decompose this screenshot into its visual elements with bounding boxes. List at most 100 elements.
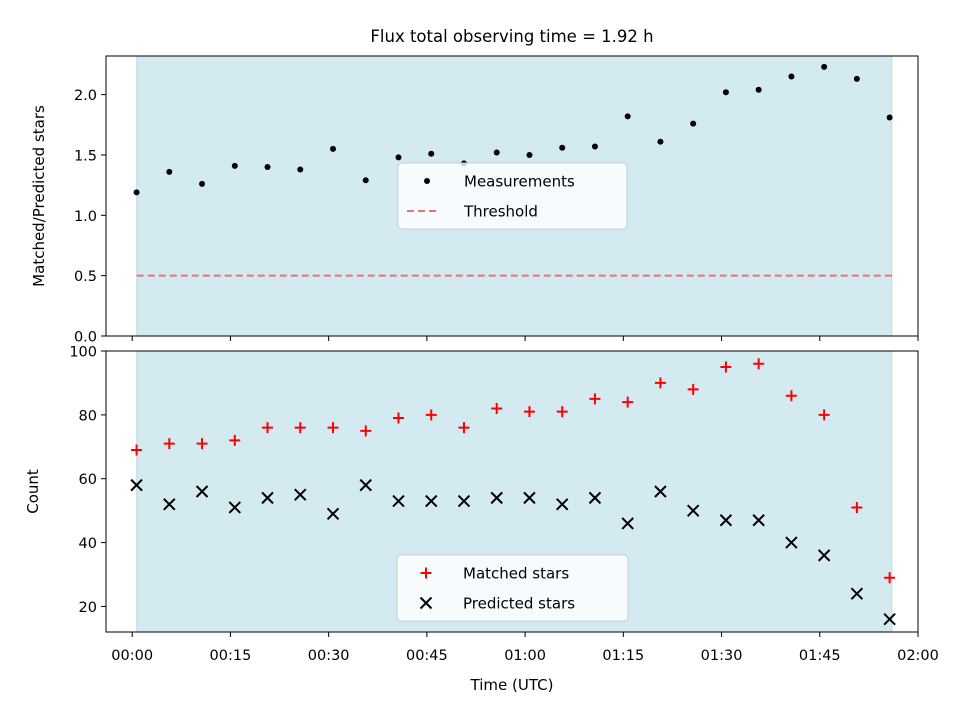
matched-star-point — [851, 501, 863, 513]
matched-star-point — [523, 406, 535, 418]
predicted-star-point — [752, 514, 765, 527]
y-axis-label: Matched/Predicted stars — [30, 105, 48, 287]
predicted-star-point — [817, 549, 831, 562]
predicted-star-point — [228, 501, 241, 514]
matched-star-point — [229, 434, 241, 446]
measurement-point — [591, 143, 598, 150]
matched-star-point — [425, 409, 437, 421]
measurement-point — [821, 63, 828, 70]
matched-star-point — [491, 402, 503, 414]
predicted-star-point — [457, 494, 471, 508]
measurement-point — [559, 144, 566, 151]
x-tick-label: 00:30 — [308, 648, 350, 664]
predicted-star-point — [392, 494, 405, 508]
measurement-point — [853, 75, 860, 82]
predicted-star-point — [588, 491, 602, 505]
measurement-point — [264, 164, 271, 171]
chart-title: Flux total observing time = 1.92 h — [370, 27, 653, 46]
x-tick-label: 00:45 — [406, 648, 448, 664]
ratio-panel: 0.0 0.5 1.0 1.5 2.0 Matched/Predicted stars Me… — [30, 55, 919, 346]
matched-star-point — [163, 438, 175, 450]
predicted-star-point — [425, 494, 438, 508]
predicted-star-point — [523, 491, 536, 505]
y-tick-label: 60 — [79, 472, 97, 488]
matched-star-point — [720, 361, 732, 373]
matched-star-point — [589, 393, 601, 405]
measurement-point — [657, 138, 664, 145]
count-panel: 20 40 60 80 100 00:00 00:15 00:30 00:45 01:00 01:1… — [24, 345, 939, 695]
matched-star-point — [753, 358, 765, 370]
matched-star-point — [360, 425, 372, 437]
predicted-star-point — [294, 488, 307, 501]
legend-label: Matched stars — [463, 565, 569, 583]
predicted-star-point — [163, 498, 176, 511]
predicted-star-point — [490, 491, 503, 505]
matched-star-point — [294, 422, 306, 434]
measurement-point — [362, 177, 369, 184]
measurement-point — [755, 86, 762, 93]
measurement-point — [624, 113, 631, 120]
matched-star-point — [327, 422, 339, 434]
y-tick-label: 0.0 — [74, 330, 97, 346]
x-tick-label: 02:00 — [897, 648, 939, 664]
measurement-point — [166, 168, 173, 175]
axes-frame — [105, 55, 919, 337]
predicted-star-point — [850, 587, 864, 600]
y-tick-label: 40 — [79, 536, 97, 552]
y-axis-label: Count — [24, 469, 42, 514]
matched-star-point — [622, 396, 634, 408]
x-tick-label: 01:15 — [602, 648, 644, 664]
x-tick-label: 00:15 — [210, 648, 252, 664]
matched-star-point — [458, 422, 470, 434]
measurement-point — [690, 120, 697, 127]
predicted-star-point — [785, 536, 798, 549]
predicted-star-point — [686, 504, 700, 517]
x-tick-label: 01:00 — [504, 648, 546, 664]
measurement-point — [297, 166, 304, 173]
measurement-point — [330, 145, 337, 152]
legend-marker-matched — [420, 567, 432, 579]
predicted-star-point — [719, 514, 733, 527]
matched-star-point — [818, 409, 830, 421]
measurement-point — [526, 151, 533, 158]
matched-star-point — [556, 406, 568, 418]
y-tick-label: 1.0 — [74, 209, 97, 225]
legend-label: Measurements — [464, 173, 575, 191]
measurement-point — [493, 149, 500, 156]
y-tick-label: 80 — [79, 408, 97, 424]
predicted-star-point — [883, 613, 896, 626]
predicted-star-point — [130, 478, 143, 492]
measurement-point — [133, 189, 140, 196]
y-tick-label: 20 — [79, 600, 97, 616]
predicted-star-point — [261, 491, 274, 505]
measurement-point — [722, 89, 729, 96]
legend: Matched stars Predicted stars — [396, 554, 629, 622]
legend-box — [396, 554, 629, 622]
matched-star-point — [884, 572, 896, 584]
measurement-point — [395, 154, 402, 161]
y-tick-label: 100 — [69, 345, 97, 361]
predicted-star-point — [621, 517, 634, 530]
matched-star-point — [785, 390, 797, 402]
legend-label: Predicted stars — [463, 595, 575, 613]
predicted-star-point — [654, 485, 667, 498]
measurement-point — [231, 162, 238, 169]
measurement-point — [199, 180, 206, 187]
predicted-star-point — [195, 485, 209, 498]
matched-star-point — [654, 377, 666, 389]
y-tick-label: 2.0 — [74, 88, 97, 104]
predicted-star-point — [326, 507, 340, 521]
matched-star-point — [196, 438, 208, 450]
matched-star-point — [392, 412, 404, 424]
predicted-star-point — [555, 498, 569, 511]
axes-frame — [105, 350, 919, 633]
predicted-star-point — [359, 478, 372, 492]
x-tick-label: 01:45 — [799, 648, 841, 664]
legend-label: Threshold — [463, 203, 538, 221]
y-tick-label: 1.5 — [74, 148, 97, 164]
x-tick-label: 00:00 — [111, 648, 153, 664]
legend-marker-measurements — [424, 178, 430, 184]
legend-marker-predicted — [419, 596, 433, 610]
measurement-point — [428, 150, 435, 157]
